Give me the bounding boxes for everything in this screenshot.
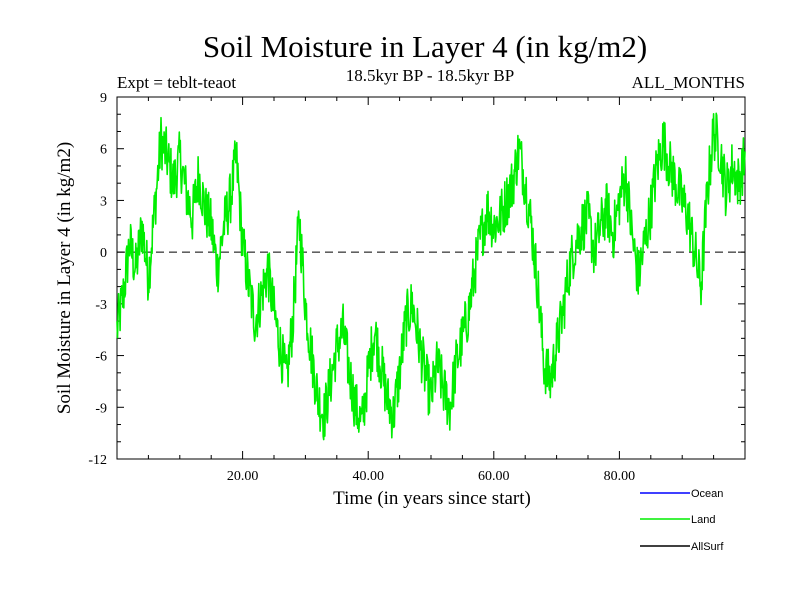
- plot-frame: [116, 96, 746, 460]
- legend-label-land: Land: [691, 514, 715, 526]
- y-tick-label: -9: [95, 401, 107, 416]
- y-tick-label: 6: [100, 143, 107, 158]
- x-tick-label: 60.00: [478, 469, 510, 484]
- legend-label-allsurf: AllSurf: [691, 541, 724, 553]
- y-tick-label: -12: [88, 453, 107, 468]
- axis-ticks: -12 -9 -6 -3 0 3 6 9 20.00 40.00 60.00 80.00: [88, 91, 745, 484]
- y-tick-label: -6: [95, 350, 107, 365]
- period-label: 18.5kyr BP - 18.5kyr BP: [346, 66, 514, 85]
- x-tick-label: 40.00: [352, 469, 384, 484]
- series-land-line: [116, 112, 746, 441]
- y-tick-label: 0: [100, 246, 107, 261]
- experiment-label: Expt = teblt-teaot: [117, 73, 236, 92]
- x-tick-label: 20.00: [227, 469, 259, 484]
- y-tick-label: -3: [95, 298, 107, 313]
- y-axis-title: Soil Moisture in Layer 4 (in kg/m2): [54, 142, 75, 414]
- x-axis-title: Time (in years since start): [333, 488, 531, 509]
- y-tick-label: 9: [100, 91, 107, 106]
- x-tick-label: 80.00: [604, 469, 636, 484]
- legend: Ocean Land AllSurf: [640, 488, 724, 553]
- chart-title: Soil Moisture in Layer 4 (in kg/m2): [203, 29, 647, 64]
- months-label: ALL_MONTHS: [632, 73, 745, 92]
- legend-label-ocean: Ocean: [691, 488, 723, 500]
- y-tick-label: 3: [100, 194, 107, 209]
